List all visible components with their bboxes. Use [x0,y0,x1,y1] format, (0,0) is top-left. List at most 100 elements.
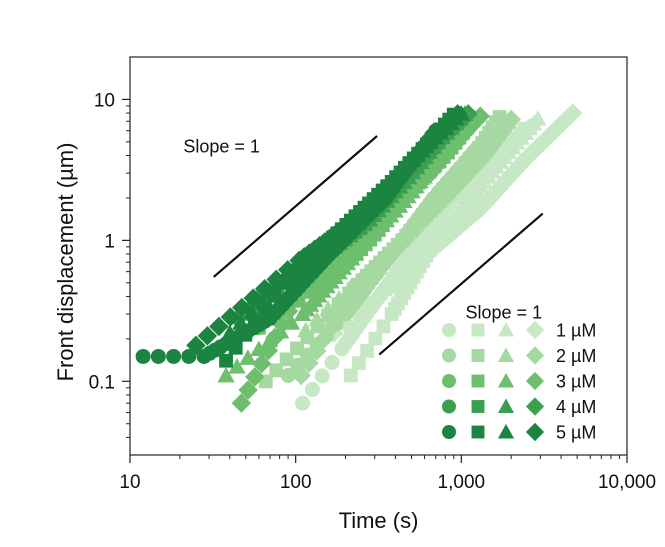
scatter-point-fill [314,368,330,384]
data-marks [135,103,583,413]
scatter-point-fill [181,348,197,364]
legend-marker [471,323,485,337]
scatter-point-fill [220,307,241,327]
legend-marker [525,422,545,442]
series-2 [258,109,521,389]
legend-entry: 2 µM [442,346,596,366]
y-tick-label: 0.1 [89,372,115,393]
legend-label: 4 µM [556,397,596,417]
scatter-point [384,307,399,321]
scatter-point-fill [228,340,243,355]
scatter-point [474,145,495,166]
annotations: Slope = 1 Slope = 1 [183,137,542,323]
scatter-point [289,250,309,271]
scatter-point-fill [265,327,285,348]
scatter-point [562,103,583,123]
reference-lines [212,135,544,356]
scatter-point [280,367,296,383]
scatter-point [345,210,366,230]
scatter-point-fill [290,341,304,356]
legend-marker [525,397,545,416]
scatter-point [345,279,366,299]
scatter-point [447,104,468,124]
scatter-point-fill [166,348,182,364]
scatter-point [334,341,350,357]
scatter-point [135,348,151,364]
scatter-point [291,365,311,386]
scatter-point-fill [251,353,272,374]
scatter-point-fill [232,297,252,318]
legend-marker [442,399,456,414]
scatter-point [501,109,521,130]
scatter-point-fill [238,380,258,400]
scatter-point-fill [258,340,279,361]
legend-marker [497,347,515,362]
legend-marker [497,398,515,413]
y-tick-label: 1 [104,231,115,252]
scatter-point [217,366,235,383]
legend-marker [471,349,485,362]
slope-annotation: Slope = 1 [466,302,543,322]
scatter-point [491,153,509,169]
scatter-point-fill [314,328,335,349]
legend-marker [525,346,545,365]
slope-annotation: Slope = 1 [183,137,260,157]
y-axis-ticks: 0.1 1 10 [89,90,130,438]
scatter-point-fill [232,314,250,330]
y-tick-label: 10 [94,90,115,111]
scatter-point [471,198,492,218]
scatter-point-fill [209,316,229,337]
scatter-point [196,348,212,364]
scatter-point-fill [239,349,257,365]
scatter-point [514,150,535,171]
scatter-point [221,324,239,340]
scatter-point [529,110,547,126]
x-tick-label: 10,000 [598,472,656,493]
legend-entry: 4 µM [442,397,596,417]
scatter-point-fill [197,326,218,346]
scatter-point-fill [150,348,166,364]
plot-frame [129,56,628,456]
scatter-point-fill [324,354,340,370]
legend-label: 3 µM [556,372,596,392]
legend-marker [442,348,456,363]
x-tick-label: 100 [280,472,312,493]
scatter-point-fill [330,304,350,324]
scatter-point [297,321,315,338]
scatter-point [440,182,461,202]
scatter-point-fill [238,327,253,342]
legend-marker [471,374,485,388]
legend-marker [442,374,456,388]
scatter-point-fill [322,316,343,336]
scatter-point-fill [368,331,383,346]
legend-entry: 1 µM [442,321,596,341]
legend-marker [442,425,456,439]
legend-label: 2 µM [556,346,596,366]
scatter-point-fill [243,288,264,308]
scatter-point-fill [266,269,286,290]
scatter-point-fill [254,293,272,310]
scatter-point-fill [265,283,283,300]
legend-entry: 5 µM [442,423,596,443]
scatter-point [343,368,358,383]
slope-reference-line [378,212,544,356]
x-tick-label: 10 [119,472,140,493]
scatter-point [425,237,446,257]
series-5 [135,104,470,368]
legend-marker [442,323,456,337]
scatter-point [421,129,442,150]
scatter-point [295,395,311,411]
scatter-point [186,335,206,356]
scatter-point [346,245,365,261]
scatter-point-fill [255,279,275,299]
scatter-point-fill [299,353,319,373]
series-1 [295,103,583,411]
legend-entry: 3 µM [442,372,596,392]
scatter-point [293,305,312,321]
scatter-point-fill [360,344,375,358]
scatter-point-fill [245,367,265,387]
scatter-point [389,165,409,185]
x-tick-label: 1,000 [438,472,486,493]
scatter-point-fill [308,311,326,327]
